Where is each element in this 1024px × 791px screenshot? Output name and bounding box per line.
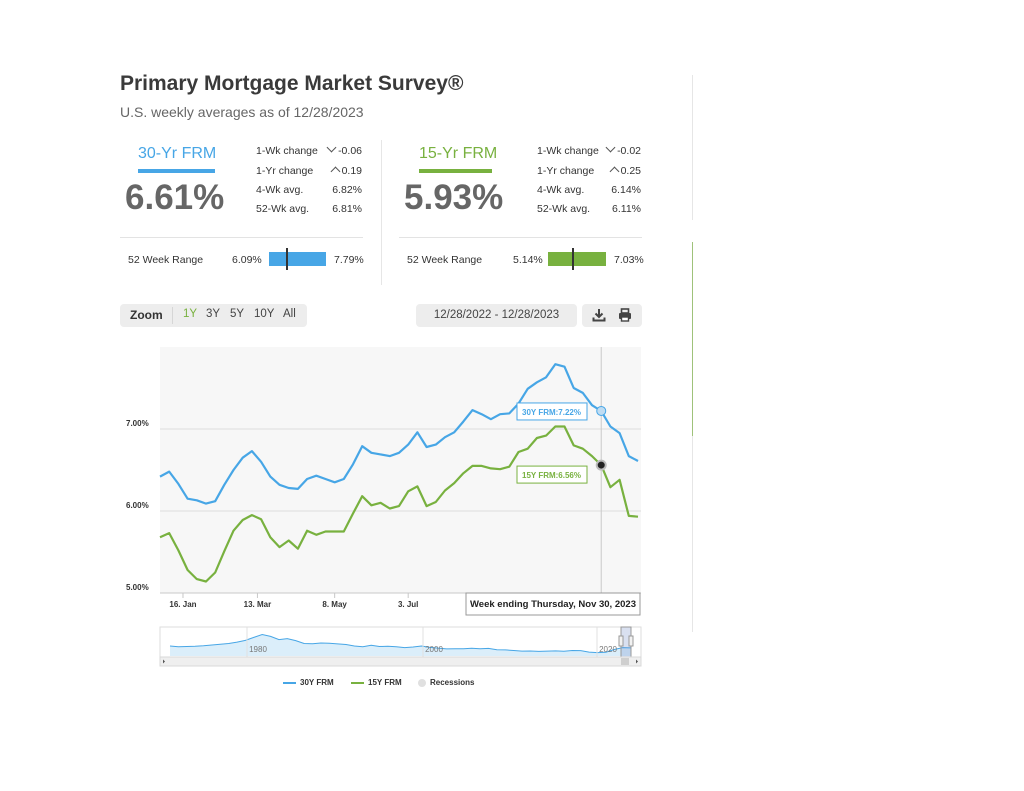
range-low-15yr: 5.14% <box>513 254 543 266</box>
legend-dot-swatch <box>418 678 426 687</box>
chevron-up-icon <box>330 166 341 177</box>
rate-name-30yr: 30-Yr FRM <box>138 145 217 162</box>
right-divider-accent <box>692 242 693 436</box>
plot-background <box>160 347 641 593</box>
stat-value: 6.14% <box>611 184 641 196</box>
legend-line-swatch <box>283 681 296 684</box>
navigator-selection[interactable] <box>620 626 632 658</box>
legend-item-30y[interactable]: 30Y FRM <box>283 678 334 687</box>
navigator-handle-left[interactable] <box>618 635 624 647</box>
right-divider-top <box>692 75 693 220</box>
zoom-all-button[interactable]: All <box>283 308 296 320</box>
scroll-left-icon[interactable] <box>163 659 165 664</box>
rate-value-15yr: 5.93% <box>404 178 504 217</box>
download-icon[interactable] <box>591 307 607 323</box>
chevron-down-icon <box>605 142 616 153</box>
print-icon[interactable] <box>617 307 633 323</box>
zoom-label: Zoom <box>130 308 163 322</box>
navigator-label: 2000 <box>425 645 443 654</box>
navigator-area <box>170 634 631 656</box>
x-tick-label: 13. Mar <box>244 600 272 609</box>
range-current-marker-30yr <box>286 248 288 270</box>
x-tick-label: 8. May <box>322 600 347 609</box>
zoom-selector: Zoom 1Y 3Y 5Y 10Y All <box>120 304 307 327</box>
rate-name-15yr: 15-Yr FRM <box>419 145 498 162</box>
zoom-1y-button[interactable]: 1Y <box>183 308 198 320</box>
x-tick-label: 3. Jul <box>398 600 418 609</box>
range-current-marker-15yr <box>572 248 574 270</box>
tooltip-30y-text: 30Y FRM:7.22% <box>522 408 581 417</box>
navigator-label: 2020 <box>599 645 617 654</box>
x-tick-label: 16. Jan <box>169 600 196 609</box>
scroll-right-icon[interactable] <box>636 659 638 664</box>
y-tick-label: 6.00% <box>126 501 149 510</box>
range-high-15yr: 7.03% <box>614 254 644 266</box>
stat-value: 0.19 <box>330 165 362 177</box>
stat-value: -0.02 <box>605 142 641 157</box>
stat-label: 4-Wk avg. <box>256 184 304 196</box>
chevron-up-icon <box>609 166 620 177</box>
y-tick-label: 7.00% <box>126 419 149 428</box>
divider <box>172 307 173 324</box>
zoom-3y-button[interactable]: 3Y <box>206 308 221 320</box>
stat-value: 6.11% <box>612 203 641 215</box>
series-line-30y[interactable] <box>159 363 639 505</box>
stat-value: -0.06 <box>326 142 362 157</box>
y-tick-label: 5.00% <box>126 583 149 592</box>
rate-value-30yr: 6.61% <box>125 178 225 217</box>
chart-tools <box>582 304 642 327</box>
panel-divider <box>381 140 382 285</box>
tooltip-date-box <box>465 592 641 616</box>
range-bar-30yr <box>269 252 326 266</box>
divider <box>399 237 642 238</box>
legend-item-15y[interactable]: 15Y FRM <box>351 678 402 687</box>
navigator-line <box>169 633 632 654</box>
tooltip-15y-text: 15Y FRM:6.56% <box>522 471 581 480</box>
stat-label: 1-Wk change <box>537 145 599 157</box>
divider <box>120 237 363 238</box>
rate-underline-15yr <box>419 169 492 173</box>
stat-label: 1-Yr change <box>537 165 595 177</box>
zoom-10y-button[interactable]: 10Y <box>254 308 275 320</box>
stat-label: 1-Yr change <box>256 165 314 177</box>
right-divider-bottom <box>692 436 693 632</box>
stat-value: 0.25 <box>609 165 641 177</box>
page-subtitle: U.S. weekly averages as of 12/28/2023 <box>120 104 364 120</box>
series-line-15y[interactable] <box>159 425 639 583</box>
range-low-30yr: 6.09% <box>232 254 262 266</box>
tooltip-date-text: Week ending Thursday, Nov 30, 2023 <box>470 599 636 610</box>
range-bar-15yr <box>548 252 606 266</box>
navigator-label: 1980 <box>249 645 267 654</box>
chevron-down-icon <box>326 142 337 153</box>
rate-underline-30yr <box>138 169 215 173</box>
scrollbar-thumb[interactable] <box>621 658 629 665</box>
zoom-5y-button[interactable]: 5Y <box>230 308 245 320</box>
stat-value: 6.81% <box>332 203 362 215</box>
navigator-frame <box>159 626 642 658</box>
stat-label: 4-Wk avg. <box>537 184 585 196</box>
tooltip-30y-box <box>516 402 588 421</box>
range-label-15yr: 52 Week Range <box>407 254 483 266</box>
legend-item-recessions[interactable]: Recessions <box>418 678 474 687</box>
hover-point-30y <box>596 405 607 416</box>
stat-label: 52-Wk avg. <box>256 203 310 215</box>
stat-value: 6.82% <box>332 184 362 196</box>
legend-line-swatch <box>351 681 364 684</box>
range-label-30yr: 52 Week Range <box>128 254 204 266</box>
hover-point-15y <box>595 459 607 471</box>
stat-label: 1-Wk change <box>256 145 318 157</box>
tooltip-15y-box <box>516 465 588 484</box>
range-high-30yr: 7.79% <box>334 254 364 266</box>
stat-label: 52-Wk avg. <box>537 203 591 215</box>
navigator-handle-right[interactable] <box>628 635 634 647</box>
navigator-scrollbar[interactable] <box>159 656 642 667</box>
date-range-picker[interactable]: 12/28/2022 - 12/28/2023 <box>416 304 577 327</box>
page-title: Primary Mortgage Market Survey® <box>120 72 464 95</box>
